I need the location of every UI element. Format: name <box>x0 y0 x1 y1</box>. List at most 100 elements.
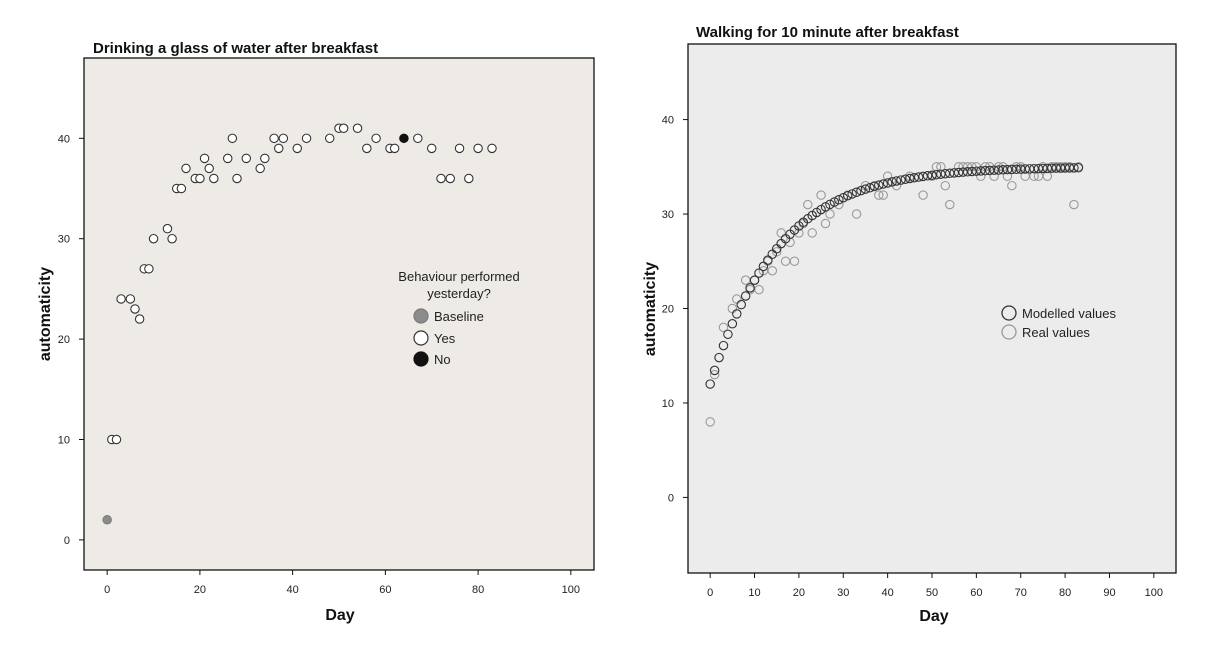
chart2-point-modelled <box>745 283 755 293</box>
chart2-y-tick-label: 20 <box>662 304 674 316</box>
chart2-y-tick-label: 40 <box>662 115 674 127</box>
chart2-point-modelled <box>754 268 764 278</box>
chart2-point-modelled <box>740 291 751 301</box>
chart1-point-yes <box>269 133 279 144</box>
chart1-point-yes <box>260 153 270 164</box>
chart2-point-real <box>816 190 826 200</box>
chart2-point-modelled <box>829 197 840 207</box>
chart1-point-no <box>399 133 409 144</box>
chart1-point-yes <box>125 294 136 304</box>
chart2-x-tick-label: 90 <box>1103 587 1115 599</box>
chart2-point-modelled <box>918 171 928 182</box>
chart2-point-real <box>1007 180 1017 191</box>
chart2-point-real <box>851 209 862 219</box>
chart1-x-ticks: 0 20 40 60 80 100 <box>104 570 580 596</box>
chart1-point-yes <box>241 153 252 164</box>
chart1-point-yes <box>362 143 372 154</box>
chart1-y-tick-label: 0 <box>64 535 70 547</box>
chart2-point-modelled <box>878 179 888 189</box>
chart2-point-modelled <box>825 199 835 210</box>
chart2-point-modelled <box>887 177 897 187</box>
chart2-point-modelled <box>847 189 857 199</box>
chart2-point-modelled <box>900 174 911 184</box>
chart1-point-yes <box>445 173 456 184</box>
chart1-point-yes <box>292 143 303 154</box>
chart1-legend: Behaviour performed yesterday? Baseline … <box>398 269 519 367</box>
chart1-x-tick-label: 20 <box>194 584 206 596</box>
chart1-x-axis-label: Day <box>325 607 354 624</box>
chart2-point-real <box>754 284 764 295</box>
chart1-point-yes <box>454 143 465 154</box>
chart1-point-yes <box>162 223 173 234</box>
legend-no-label: No <box>434 352 451 367</box>
chart2-x-tick-label: 50 <box>926 587 938 599</box>
chart1-point-yes <box>413 133 423 144</box>
chart1-title: Drinking a glass of water after breakfas… <box>93 40 378 57</box>
chart2-point-modelled <box>905 173 915 184</box>
chart2-point-modelled <box>749 275 760 285</box>
chart2-point-modelled <box>838 192 849 203</box>
chart1-point-yes <box>324 133 335 144</box>
legend-yes-marker <box>413 330 429 346</box>
chart2-point-modelled <box>727 319 738 329</box>
legend-modelled-marker <box>1001 305 1017 321</box>
chart2-x-tick-label: 100 <box>1145 587 1163 599</box>
chart2-point-modelled <box>736 299 746 310</box>
chart1-plot-area <box>83 57 595 571</box>
chart2-point-modelled <box>842 191 853 201</box>
chart1-point-yes <box>426 143 437 154</box>
chart1-point-yes <box>255 163 265 174</box>
legend-modelled-label: Modelled values <box>1022 306 1116 321</box>
chart1-point-yes <box>144 264 154 274</box>
chart2-point-real <box>918 190 928 200</box>
chart2-point-modelled <box>714 352 724 363</box>
chart1-point-yes <box>273 143 284 154</box>
chart1-point-yes <box>148 233 159 244</box>
chart2-point-modelled <box>927 170 937 180</box>
chart2-x-tick-label: 70 <box>1015 587 1027 599</box>
chart1-point-yes <box>204 163 214 174</box>
chart2-point-modelled <box>931 169 942 180</box>
chart2-point-modelled <box>922 171 933 181</box>
chart2-x-tick-label: 80 <box>1059 587 1071 599</box>
chart1-point-yes <box>301 133 312 144</box>
chart2-point-real <box>944 199 955 210</box>
chart2-y-ticks: 0 10 20 30 40 <box>662 115 688 504</box>
chart2-point-modelled <box>723 329 733 340</box>
chart2-legend: Modelled values Real values <box>1001 305 1116 340</box>
chart2-model-points <box>705 163 1084 389</box>
chart1-x-tick-label: 60 <box>379 584 391 596</box>
chart2-point-real <box>1029 171 1039 182</box>
chart2-point-real <box>803 199 813 210</box>
chart1-y-ticks: 0 10 20 30 40 <box>58 133 84 547</box>
chart1-point-yes <box>232 173 242 184</box>
chart2-point-real <box>1069 199 1079 210</box>
chart2-plot-area <box>687 43 1177 574</box>
chart2-point-modelled <box>851 187 862 197</box>
chart2-point-real <box>874 190 884 200</box>
chart2-point-real <box>820 218 831 229</box>
chart1-point-yes <box>222 153 233 164</box>
chart2-x-tick-label: 0 <box>707 587 713 599</box>
chart2-point-real <box>767 265 778 276</box>
chart2-point-modelled <box>865 182 875 193</box>
chart2-point-modelled <box>882 178 893 188</box>
chart2-point-modelled <box>860 184 871 194</box>
chart2-point-real <box>771 247 782 257</box>
chart1-x-tick-label: 100 <box>562 584 580 596</box>
chart2-x-tick-label: 10 <box>748 587 760 599</box>
legend-real-label: Real values <box>1022 325 1090 340</box>
chart2-y-axis-label: automaticity <box>642 262 659 356</box>
chart2-point-real <box>789 256 800 267</box>
chart1-point-yes <box>176 183 187 194</box>
chart1-point-yes <box>352 123 363 134</box>
chart2-x-tick-label: 30 <box>837 587 849 599</box>
legend-no-marker <box>413 351 429 367</box>
chart2-point-real <box>718 322 729 333</box>
chart2-point-modelled <box>896 175 906 185</box>
chart2-point-modelled <box>913 172 924 182</box>
chart1-point-yes <box>199 153 210 164</box>
chart2-x-ticks: 0 10 20 30 40 50 60 70 80 90 100 <box>707 573 1163 599</box>
chart1-point-yes <box>195 173 205 184</box>
chart1-x-tick-label: 80 <box>472 584 484 596</box>
